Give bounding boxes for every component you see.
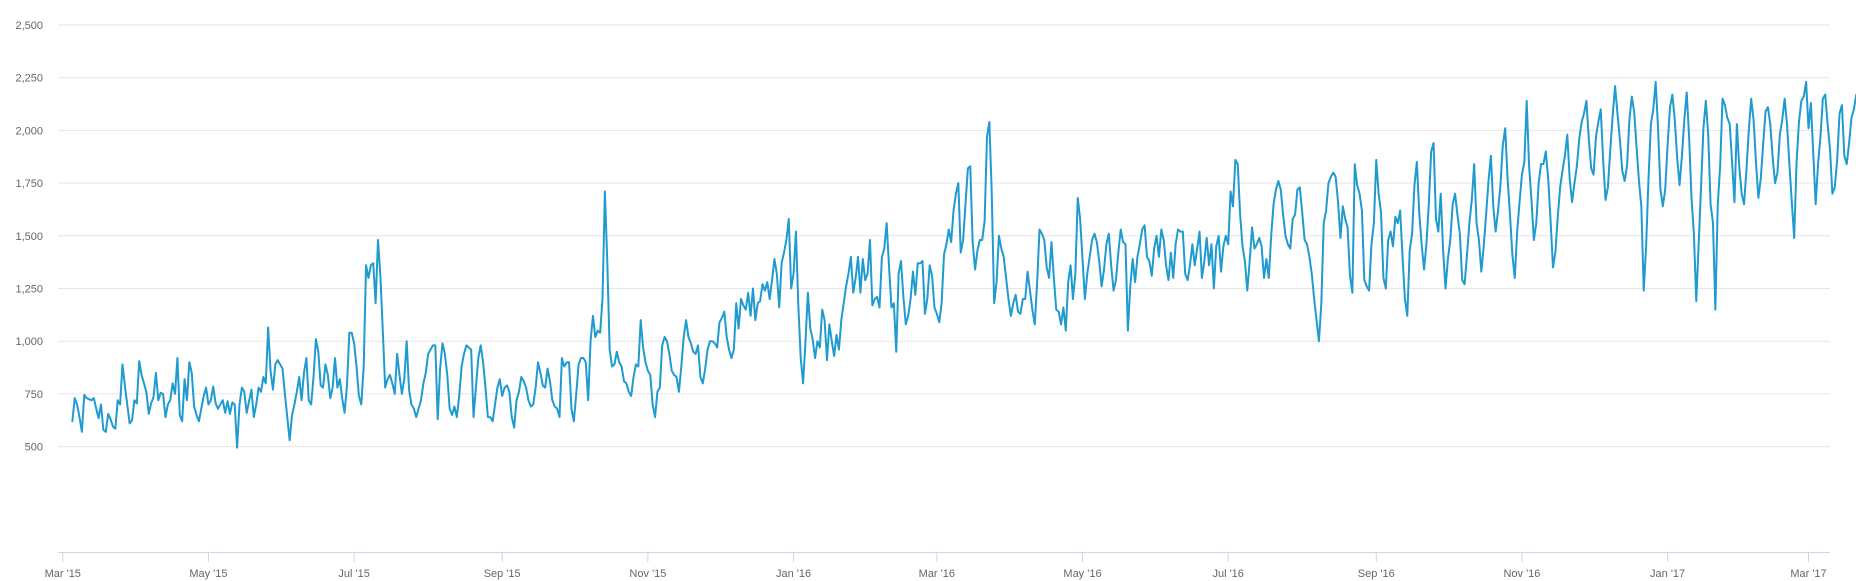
y-tick-label: 500 [25,442,43,454]
x-tick-label: Mar '16 [919,568,955,580]
y-tick-label: 750 [25,389,43,401]
x-tick-label: May '16 [1063,568,1101,580]
x-tick-label: May '15 [189,568,227,580]
y-tick-label: 2,000 [15,125,43,137]
y-tick-label: 1,250 [15,284,43,296]
y-tick-label: 2,250 [15,73,43,85]
x-tick-label: Jul '15 [338,568,369,580]
x-tick-label: Jan '16 [776,568,811,580]
y-tick-label: 2,500 [15,20,43,32]
x-tick-label: Sep '16 [1358,568,1395,580]
x-tick-label: Mar '17 [1790,568,1826,580]
y-tick-label: 1,750 [15,178,43,190]
x-axis-ticks: Mar '15 May '15 Jul '15 Sep '15 Nov '15 Jan '… [45,552,1827,580]
x-tick-label: Sep '15 [484,568,521,580]
x-tick-label: Nov '15 [629,568,666,580]
y-tick-label: 1,500 [15,231,43,243]
series-group [71,80,1856,449]
y-axis-ticks: 500 750 1,000 1,250 1,500 1,750 2,000 2,250 2,50… [15,20,43,454]
series-line [71,80,1856,449]
x-tick-label: Mar '15 [45,568,81,580]
x-tick-label: Nov '16 [1503,568,1540,580]
x-tick-label: Jan '17 [1650,568,1685,580]
x-tick-label: Jul '16 [1212,568,1243,580]
y-tick-label: 1,000 [15,336,43,348]
